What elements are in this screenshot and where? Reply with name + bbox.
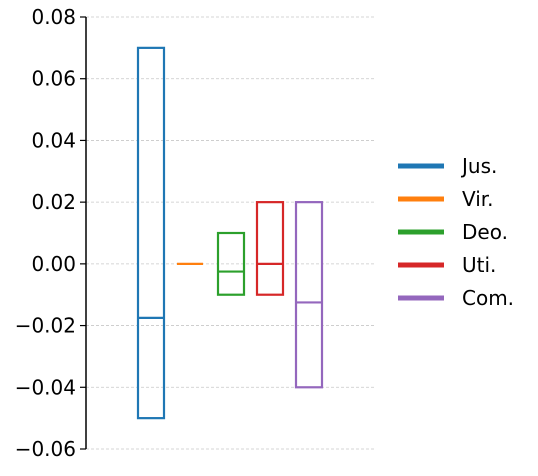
legend: Jus. Vir. Deo. Uti. Com. [398, 154, 514, 310]
y-tick-label: 0.00 [31, 252, 76, 276]
box-jus [136, 46, 166, 420]
legend-item: Deo. [398, 220, 508, 244]
boxes-layer [136, 46, 324, 420]
y-tick-label: 0.04 [31, 128, 76, 152]
legend-item: Vir. [398, 187, 494, 211]
box-rect [255, 201, 285, 296]
y-tick-label: 0.02 [31, 190, 76, 214]
y-tick-label: −0.02 [15, 314, 76, 338]
legend-item: Com. [398, 286, 514, 310]
y-tick-label: −0.06 [15, 437, 76, 461]
box-deo [216, 231, 246, 296]
box-uti [255, 201, 285, 296]
box-rect [136, 46, 166, 420]
legend-item: Uti. [398, 253, 496, 277]
y-tick-label: 0.06 [31, 67, 76, 91]
legend-label: Vir. [462, 187, 494, 211]
y-tick-label: −0.04 [15, 375, 76, 399]
legend-label: Uti. [462, 253, 496, 277]
legend-label: Com. [462, 286, 514, 310]
box-com [294, 201, 324, 389]
grid-layer [86, 16, 376, 450]
legend-label: Jus. [460, 154, 497, 178]
y-tick-label: 0.08 [31, 5, 76, 29]
box-rect [294, 201, 324, 389]
y-axis: −0.06 −0.04 −0.02 0.00 0.02 0.04 0.06 0.08 [15, 5, 87, 461]
legend-label: Deo. [462, 220, 508, 244]
legend-item: Jus. [398, 154, 497, 178]
box-rect [216, 231, 246, 296]
